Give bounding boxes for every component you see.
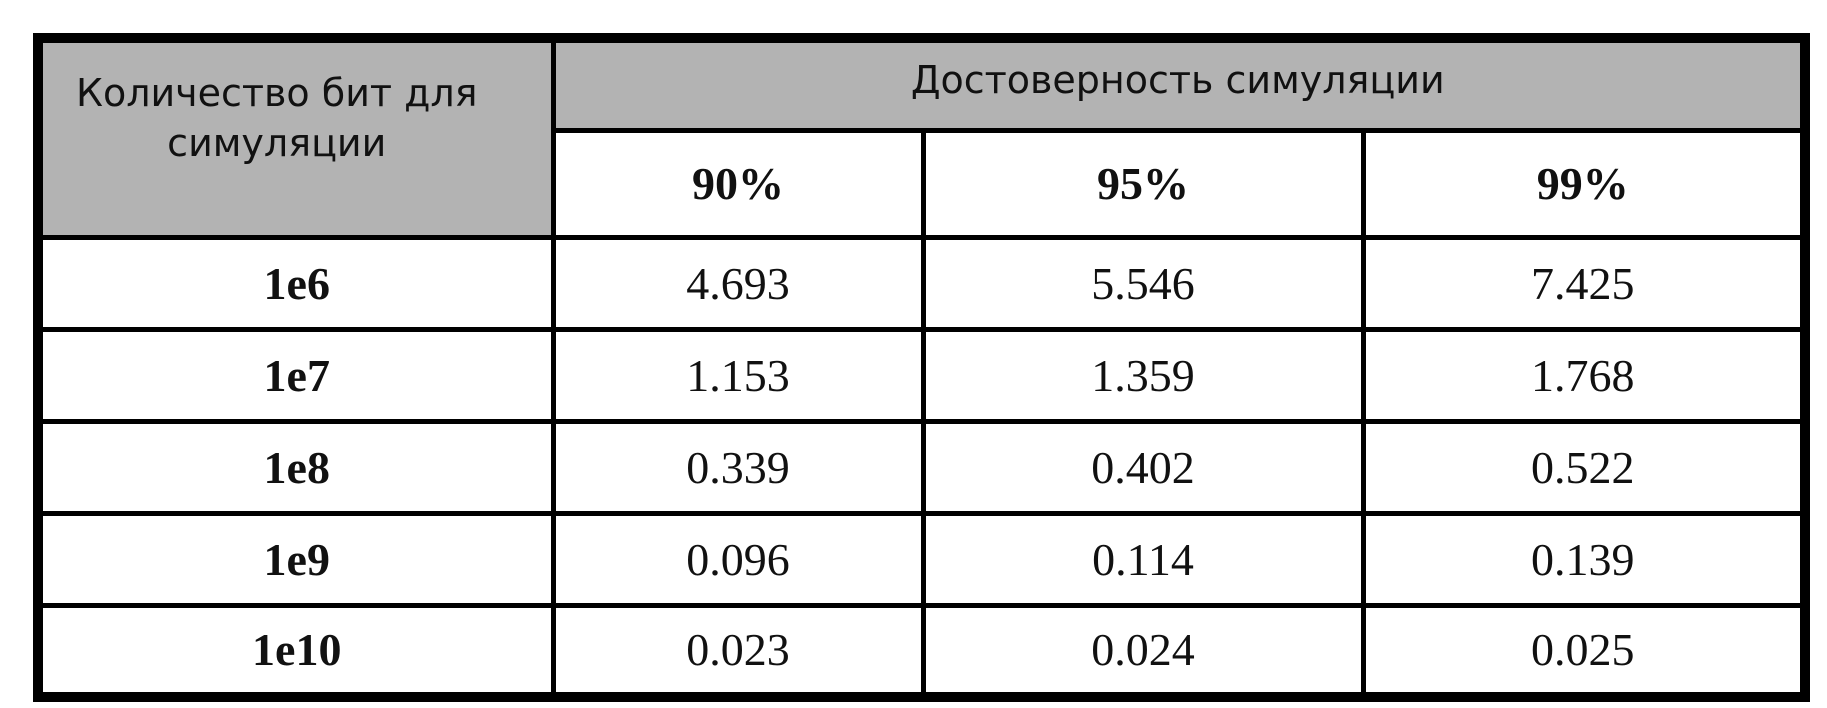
row-header: 1e7 (35, 326, 556, 424)
cell: 1.768 (1360, 326, 1808, 424)
cell: 4.693 (550, 234, 926, 332)
column-header: 95% (920, 127, 1366, 240)
cell: 0.023 (550, 602, 926, 700)
cell: 0.114 (920, 510, 1366, 608)
cell: 7.425 (1360, 234, 1808, 332)
results-table: Количество бит для симуляции Достовернос… (33, 33, 1810, 702)
data-row: 1e7 1.153 1.359 1.768 (35, 326, 1808, 424)
cell: 0.139 (1360, 510, 1808, 608)
cell: 0.096 (550, 510, 926, 608)
cell: 0.402 (920, 418, 1366, 516)
cell: 1.153 (550, 326, 926, 424)
data-row: 1e10 0.023 0.024 0.025 (35, 602, 1808, 700)
cell: 5.546 (920, 234, 1366, 332)
cell: 0.339 (550, 418, 926, 516)
cell: 0.024 (920, 602, 1366, 700)
cell: 0.522 (1360, 418, 1808, 516)
header-row: Количество бит для симуляции Достовернос… (35, 35, 1808, 240)
row-header: 1e8 (35, 418, 556, 516)
column-header: 99% (1360, 127, 1808, 240)
row-header: 1e6 (35, 234, 556, 332)
data-row: 1e6 4.693 5.546 7.425 (35, 234, 1808, 332)
table-body: Количество бит для симуляции Достовернос… (35, 35, 1808, 700)
row-header: 1e9 (35, 510, 556, 608)
data-row: 1e8 0.339 0.402 0.522 (35, 418, 1808, 516)
group-header: Достоверность симуляции (550, 35, 1808, 133)
column-header-row: 90% 95% 99% (38, 127, 1808, 240)
cell: 0.025 (1360, 602, 1808, 700)
data-row: 1e9 0.096 0.114 0.139 (35, 510, 1808, 608)
cell: 1.359 (920, 326, 1366, 424)
row-label-header: Количество бит для симуляции (35, 35, 556, 240)
column-header: 90% (550, 127, 926, 240)
row-header: 1e10 (35, 602, 556, 700)
